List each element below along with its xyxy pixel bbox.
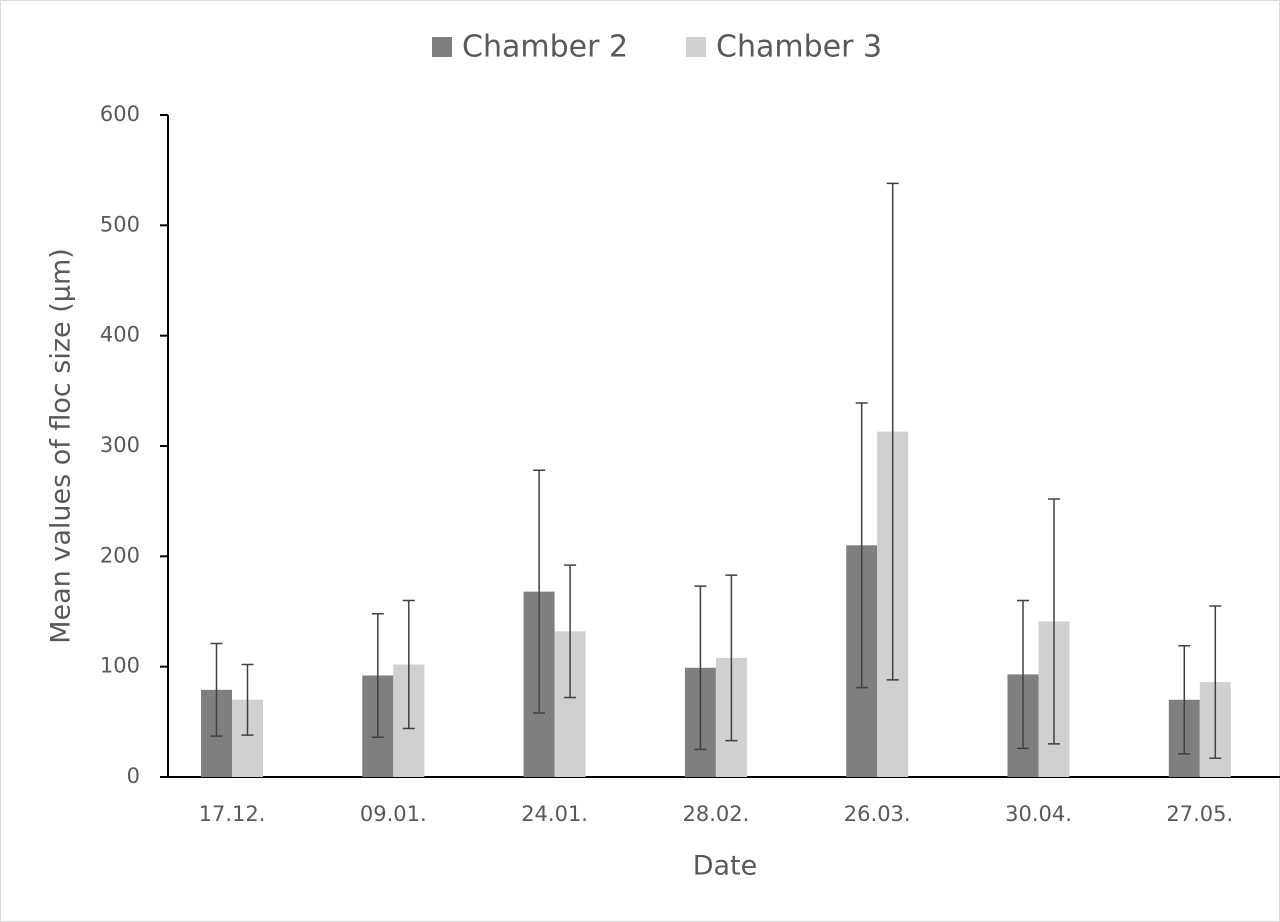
y-axis-title: Mean values of floc size (μm) [46,248,77,644]
y-tick-label: 500 [100,212,140,236]
error-bar [210,642,223,737]
error-bar [241,663,254,736]
x-tick-label: 27.05. [1166,802,1233,826]
x-tick-label: 17.12. [199,802,266,826]
legend-label: Chamber 3 [716,30,882,65]
legend-swatch [432,37,452,57]
x-tick-label: 09.01. [360,802,427,826]
y-tick-label: 200 [100,543,140,567]
x-tick-label: 30.04. [1005,802,1072,826]
y-tick-label: 0 [127,764,140,788]
error-bar [1048,498,1060,745]
x-tick-label: 24.01. [521,802,588,826]
y-tick-label: 300 [100,433,140,457]
y-tick-label: 100 [100,654,140,678]
error-bar [1209,605,1222,759]
legend-swatch [686,37,706,57]
error-bar [371,612,384,739]
error-bar [855,402,868,689]
x-axis-title: Date [693,851,758,882]
x-tick-label: 28.02. [683,802,750,826]
y-tick-label: 400 [100,323,140,347]
error-bar [402,599,415,730]
error-bar [694,585,707,751]
error-bar [1017,599,1029,750]
error-bar [533,469,546,714]
legend-label: Chamber 2 [462,30,628,65]
error-bar [725,574,738,742]
error-bar [564,564,577,699]
x-tick-label: 26.03. [844,802,911,826]
error-bar [886,182,899,681]
error-bar [1178,644,1191,755]
y-tick-label: 600 [100,102,140,126]
